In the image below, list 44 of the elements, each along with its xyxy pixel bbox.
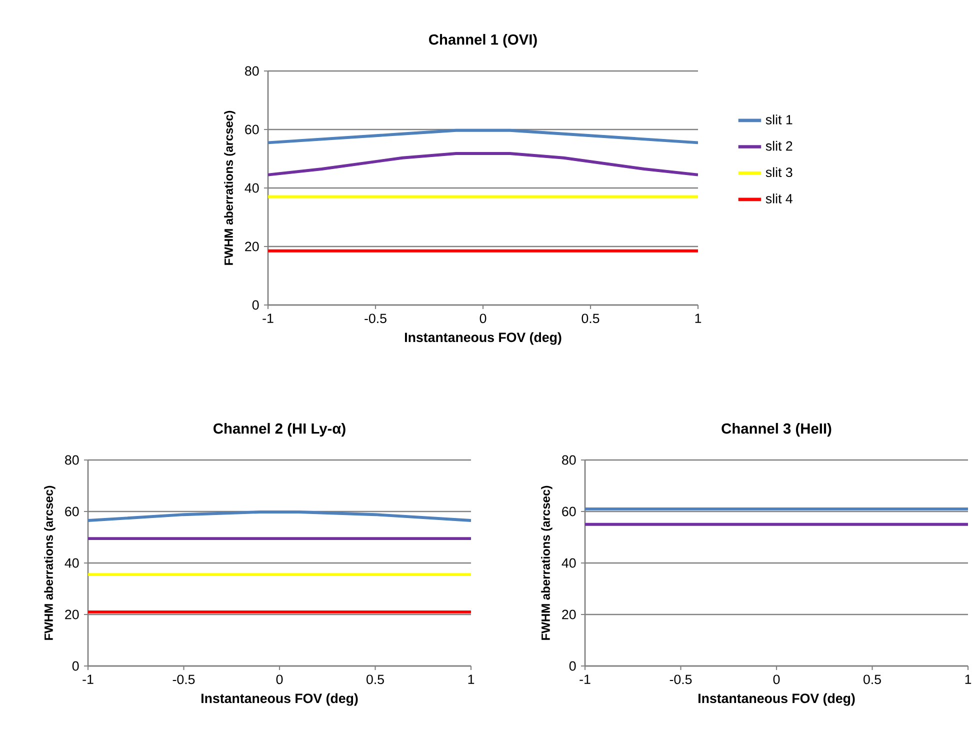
- legend-label: slit 4: [766, 194, 792, 204]
- y-tick-label: 20: [562, 610, 576, 620]
- y-tick-label: 80: [65, 455, 79, 465]
- x-tick-label: -1: [262, 314, 274, 323]
- y-tick-label: 60: [562, 506, 576, 516]
- legend-label: slit 2: [766, 140, 792, 151]
- x-axis-title: Instantaneous FOV (deg): [698, 693, 855, 706]
- y-tick-label: 0: [569, 661, 576, 671]
- x-tick-label: 0.5: [582, 314, 600, 324]
- x-tick-label: 0.5: [864, 674, 881, 684]
- x-tick-label: -0.5: [364, 314, 386, 324]
- x-tick-label: 1: [965, 674, 972, 684]
- line-series: [268, 152, 698, 176]
- y-tick-label: 40: [64, 558, 79, 568]
- x-tick-label: 1: [695, 314, 702, 323]
- x-axis-title: Instantaneous FOV (deg): [405, 332, 562, 345]
- legend-label: slit 3: [766, 167, 792, 178]
- y-axis-title: FWHM aberrations (arcsec): [541, 486, 552, 640]
- x-tick-label: 0: [276, 674, 283, 684]
- chart-title: Channel 2 (HI Ly-α): [214, 422, 346, 437]
- y-tick-label: 20: [65, 610, 79, 620]
- x-tick-label: 0: [480, 314, 486, 324]
- y-tick-label: 60: [245, 124, 259, 134]
- chart-title: Channel 3 (HeII): [722, 422, 832, 437]
- y-axis-title: FWHM aberrations (arcsec): [44, 486, 56, 640]
- y-axis-title: FWHM aberrations (arcsec): [224, 110, 236, 265]
- legend-label: slit 1: [766, 114, 792, 124]
- y-tick-label: 0: [72, 661, 79, 671]
- y-tick-label: 40: [562, 558, 576, 568]
- x-tick-label: -0.5: [670, 674, 692, 684]
- x-axis-title: Instantaneous FOV (deg): [202, 693, 358, 706]
- x-tick-label: -1: [580, 674, 590, 684]
- x-tick-label: -1: [82, 674, 94, 684]
- x-tick-label: 0: [773, 674, 780, 684]
- y-tick-label: 20: [245, 242, 259, 252]
- y-tick-label: 80: [245, 66, 259, 76]
- x-tick-label: 0.5: [366, 674, 384, 684]
- y-tick-label: 40: [244, 183, 259, 193]
- x-tick-label: -0.5: [172, 674, 195, 684]
- y-tick-label: 60: [65, 506, 79, 516]
- x-tick-label: 1: [468, 674, 474, 684]
- y-tick-label: 80: [562, 455, 576, 465]
- chart-title: Channel 1 (OVI): [429, 34, 537, 48]
- y-tick-label: 0: [252, 300, 259, 310]
